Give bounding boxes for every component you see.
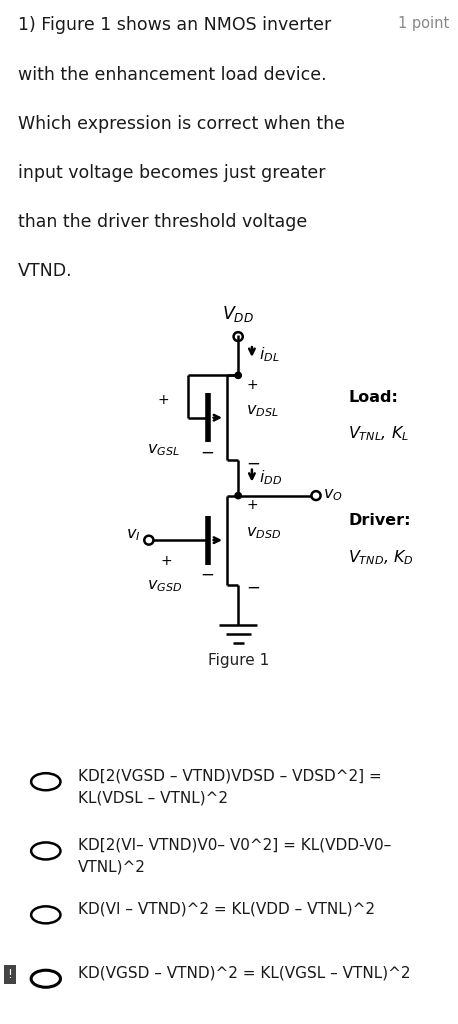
Text: $+$: $+$ bbox=[246, 378, 258, 391]
Text: $i_{DD}$: $i_{DD}$ bbox=[259, 468, 282, 487]
Text: input voltage becomes just greater: input voltage becomes just greater bbox=[18, 164, 326, 182]
Circle shape bbox=[235, 493, 241, 499]
Text: $+$: $+$ bbox=[157, 392, 169, 407]
Text: $-$: $-$ bbox=[246, 578, 261, 596]
Text: KD[2(VGSD – VTND)VDSD – VDSD^2] =
KL(VDSL – VTNL)^2: KD[2(VGSD – VTND)VDSD – VDSD^2] = KL(VDS… bbox=[78, 768, 382, 806]
Text: $-$: $-$ bbox=[201, 442, 214, 460]
Circle shape bbox=[235, 373, 241, 379]
Text: than the driver threshold voltage: than the driver threshold voltage bbox=[18, 213, 307, 231]
Text: KD(VI – VTND)^2 = KL(VDD – VTNL)^2: KD(VI – VTND)^2 = KL(VDD – VTNL)^2 bbox=[78, 901, 375, 916]
Text: $-$: $-$ bbox=[246, 454, 261, 471]
Text: $v_{DSL}$: $v_{DSL}$ bbox=[246, 403, 279, 419]
Text: $v_I$: $v_I$ bbox=[126, 527, 141, 543]
Text: VTND.: VTND. bbox=[18, 262, 73, 281]
Text: $+$: $+$ bbox=[160, 554, 172, 567]
Text: $V_{TNL}$, $K_L$: $V_{TNL}$, $K_L$ bbox=[348, 424, 409, 442]
Text: $v_{GSL}$: $v_{GSL}$ bbox=[147, 442, 180, 458]
Text: $i_{DL}$: $i_{DL}$ bbox=[259, 345, 279, 364]
Text: Figure 1: Figure 1 bbox=[207, 653, 269, 668]
Text: Which expression is correct when the: Which expression is correct when the bbox=[18, 115, 345, 133]
Text: KD(VGSD – VTND)^2 = KL(VGSL – VTNL)^2: KD(VGSD – VTND)^2 = KL(VGSL – VTNL)^2 bbox=[78, 966, 410, 980]
Text: Driver:: Driver: bbox=[348, 513, 410, 527]
Text: $v_{GSD}$: $v_{GSD}$ bbox=[147, 578, 182, 594]
Text: $V_{DD}$: $V_{DD}$ bbox=[222, 304, 254, 325]
Text: $-$: $-$ bbox=[201, 564, 214, 583]
Text: $v_O$: $v_O$ bbox=[323, 487, 343, 504]
Text: KD[2(VI– VTND)V0– V0^2] = KL(VDD-V0–
VTNL)^2: KD[2(VI– VTND)V0– V0^2] = KL(VDD-V0– VTN… bbox=[78, 838, 391, 874]
Text: $V_{TND}$, $K_D$: $V_{TND}$, $K_D$ bbox=[348, 549, 414, 567]
Text: Load:: Load: bbox=[348, 390, 398, 406]
Text: with the enhancement load device.: with the enhancement load device. bbox=[18, 66, 327, 84]
Text: !: ! bbox=[8, 969, 12, 981]
Text: $+$: $+$ bbox=[246, 498, 258, 512]
Text: 1 point: 1 point bbox=[398, 16, 449, 32]
Text: 1) Figure 1 shows an NMOS inverter: 1) Figure 1 shows an NMOS inverter bbox=[18, 16, 332, 35]
Text: $v_{DSD}$: $v_{DSD}$ bbox=[246, 525, 282, 542]
